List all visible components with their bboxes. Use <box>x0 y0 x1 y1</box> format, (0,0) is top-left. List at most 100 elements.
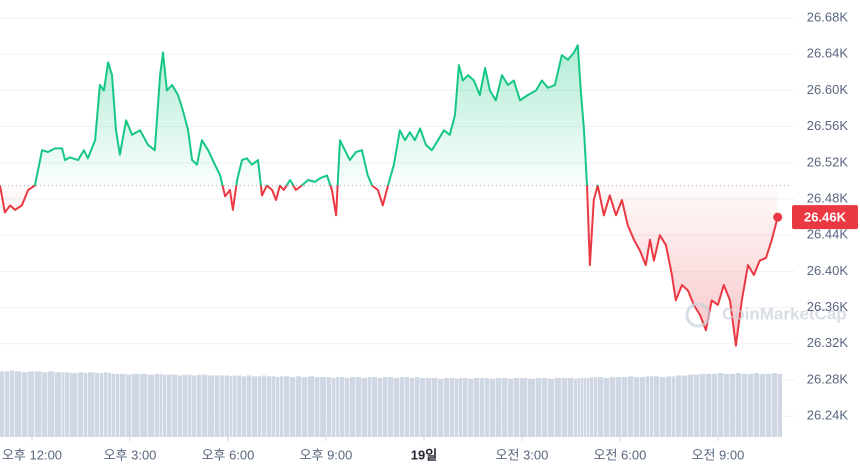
volume-bar <box>639 377 646 437</box>
volume-bar <box>468 378 474 437</box>
volume-bar <box>425 377 432 437</box>
volume-bar <box>78 372 84 437</box>
y-tick-label: 26.64K <box>807 46 849 61</box>
volume-bar <box>196 374 202 437</box>
volume-bar <box>356 377 362 437</box>
volume-bar <box>162 374 167 437</box>
volume-bar <box>258 376 262 437</box>
volume-bar <box>15 371 22 437</box>
x-tick-label: 오전 9:00 <box>692 447 745 462</box>
volume-bar <box>527 378 536 437</box>
volume-bar <box>580 377 584 437</box>
volume-bar <box>443 377 450 437</box>
volume-bar <box>182 374 188 437</box>
volume-bar <box>753 373 760 437</box>
volume-bar <box>314 377 320 437</box>
x-tick-label: 오후 3:00 <box>104 447 157 462</box>
volume-bar <box>593 377 598 437</box>
volume-bar <box>21 372 28 437</box>
x-tick-label: 19일 <box>411 447 437 462</box>
volume-bar <box>777 373 783 437</box>
x-tick-label: 오후 12:00 <box>2 447 62 462</box>
volume-bar <box>246 375 252 437</box>
volume-bar <box>520 377 528 437</box>
volume-bar <box>208 375 215 437</box>
volume-bar <box>178 375 183 437</box>
volume-bar <box>584 377 587 437</box>
volume-bar <box>693 374 700 437</box>
volume-bar <box>154 373 160 437</box>
volume-bar <box>759 373 766 437</box>
volume-bar <box>237 375 242 437</box>
volume-bar <box>225 375 230 437</box>
volume-bar <box>201 374 208 437</box>
volume-bar <box>645 376 650 437</box>
volume-bar <box>10 370 15 437</box>
volume-bar <box>382 377 388 437</box>
volume-bar <box>586 377 590 437</box>
volume-bar <box>671 376 676 437</box>
volume-bar <box>377 377 383 437</box>
volume-bar <box>633 377 640 437</box>
volume-bar <box>747 373 754 437</box>
volume-bar <box>705 373 712 437</box>
volume-bar <box>62 372 65 437</box>
volume-bar <box>455 378 459 437</box>
volume-bar <box>336 377 340 437</box>
volume-bar <box>99 373 104 437</box>
volume-bar <box>717 373 724 437</box>
volume-bar <box>276 377 280 437</box>
volume-bar <box>589 377 594 437</box>
price-line <box>0 44 779 347</box>
y-tick-label: 26.24K <box>807 408 849 423</box>
volume-bar <box>666 376 672 437</box>
volume-bar <box>34 371 42 437</box>
y-tick-label: 26.52K <box>807 154 849 169</box>
volume-bar <box>675 375 682 437</box>
volume-bar <box>266 376 272 437</box>
volume-bar <box>603 377 610 437</box>
y-tick-label: 26.48K <box>807 190 849 205</box>
volume-bar <box>609 377 616 437</box>
volume-bar <box>290 377 296 437</box>
volume-bar <box>405 377 410 437</box>
volume-bar <box>735 373 742 437</box>
volume-bar <box>272 376 276 437</box>
y-tick-label: 26.68K <box>807 10 849 25</box>
watermark-logo <box>685 302 711 328</box>
volume-bar <box>399 377 405 437</box>
volume-bar <box>261 375 267 437</box>
volume-bar <box>659 377 666 437</box>
volume-bar <box>131 373 140 437</box>
volume-bar <box>192 375 197 437</box>
plot: CoinMarketCap <box>0 44 847 347</box>
volume-bar <box>597 377 604 437</box>
volume-bar <box>409 377 415 437</box>
last-point <box>773 212 783 222</box>
volume-bar <box>308 376 315 437</box>
volume-bar <box>87 372 95 437</box>
volume-bar <box>513 377 520 437</box>
volume-bar <box>502 377 508 437</box>
x-tick-label: 오전 6:00 <box>594 447 647 462</box>
volume-bar <box>279 376 284 437</box>
volume-bar <box>69 373 78 437</box>
price-badge <box>792 205 858 230</box>
volume-bar <box>650 376 654 437</box>
volume-bar <box>214 375 220 437</box>
x-tick-label: 오후 6:00 <box>202 447 255 462</box>
volume-bar <box>577 377 581 437</box>
y-tick-label: 26.56K <box>807 118 849 133</box>
volume-bar <box>119 373 126 437</box>
volume-bar <box>232 375 237 437</box>
volume-bar <box>561 377 568 437</box>
volume-bar <box>295 376 302 437</box>
volume-bar <box>115 373 120 437</box>
volume-bar <box>301 377 308 437</box>
volume-bar <box>140 373 148 437</box>
volume-bar <box>568 377 574 437</box>
volume-bar <box>479 377 485 437</box>
y-tick-label: 26.36K <box>807 299 849 314</box>
volume-bar <box>507 378 514 437</box>
